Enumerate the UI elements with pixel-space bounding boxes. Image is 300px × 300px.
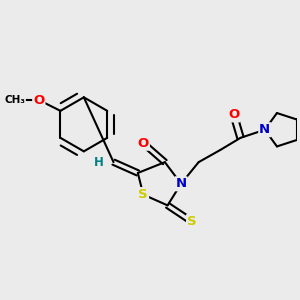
Text: S: S [138, 188, 148, 201]
Text: N: N [176, 177, 187, 190]
Text: CH₃: CH₃ [4, 95, 25, 105]
Text: O: O [138, 137, 149, 150]
Text: N: N [259, 123, 270, 136]
Text: O: O [228, 108, 239, 122]
Text: S: S [187, 215, 197, 228]
Text: H: H [94, 156, 103, 169]
Text: O: O [33, 94, 44, 106]
